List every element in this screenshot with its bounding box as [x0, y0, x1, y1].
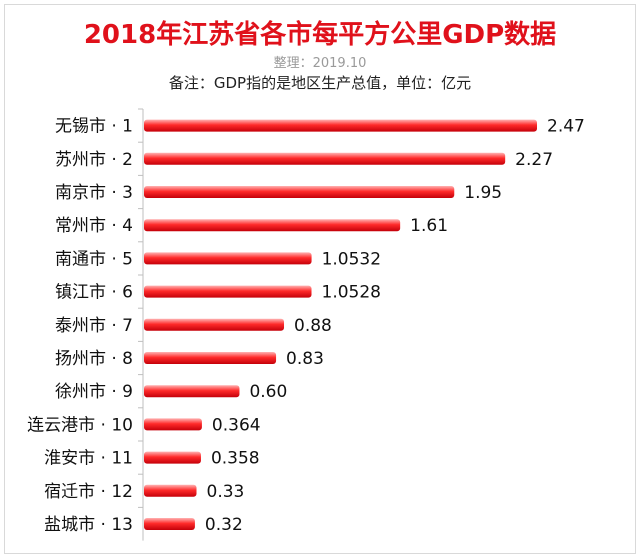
bar — [144, 418, 202, 431]
value-label: 0.32 — [205, 515, 243, 535]
value-label: 1.0528 — [322, 283, 381, 303]
value-label: 2.47 — [547, 117, 585, 137]
bar — [144, 484, 197, 497]
category-label: 徐州市 · 9 — [55, 382, 133, 402]
bar — [144, 518, 195, 530]
category-label: 镇江市 · 6 — [55, 283, 133, 303]
value-label: 0.83 — [286, 349, 324, 369]
chart-subtitle: 整理：2019.10 — [273, 56, 367, 71]
value-label: 0.364 — [212, 415, 261, 435]
chart-frame — [4, 4, 636, 554]
value-label: 1.61 — [410, 216, 448, 236]
bar — [144, 219, 401, 232]
category-label: 宿迁市 · 12 — [44, 482, 133, 502]
category-label: 苏州市 · 2 — [55, 150, 133, 170]
bar — [144, 252, 312, 265]
value-label: 0.358 — [211, 449, 260, 469]
category-label: 南通市 · 5 — [55, 249, 133, 269]
value-label: 0.88 — [294, 316, 332, 336]
bar — [144, 385, 240, 398]
bar — [144, 318, 285, 331]
category-label: 常州市 · 4 — [55, 216, 133, 236]
category-label: 泰州市 · 7 — [55, 316, 133, 336]
category-label: 连云港市 · 10 — [27, 415, 133, 435]
bar — [144, 119, 537, 132]
chart-title: 2018年江苏省各市每平方公里GDP数据 — [83, 20, 557, 50]
category-label: 淮安市 · 11 — [44, 449, 133, 469]
bar — [144, 186, 455, 198]
chart-note: 备注：GDP指的是地区生产总值，单位：亿元 — [168, 74, 472, 92]
bar — [144, 352, 277, 364]
value-label: 0.33 — [207, 482, 245, 502]
value-label: 1.0532 — [322, 249, 381, 269]
value-label: 2.27 — [515, 150, 553, 170]
bar — [144, 451, 201, 464]
bar — [144, 152, 506, 165]
value-label: 1.95 — [464, 183, 502, 203]
bar — [144, 285, 312, 298]
value-label: 0.60 — [249, 382, 287, 402]
category-label: 扬州市 · 8 — [55, 349, 133, 369]
category-label: 南京市 · 3 — [55, 183, 133, 203]
category-label: 无锡市 · 1 — [55, 117, 133, 137]
category-label: 盐城市 · 13 — [44, 515, 133, 535]
